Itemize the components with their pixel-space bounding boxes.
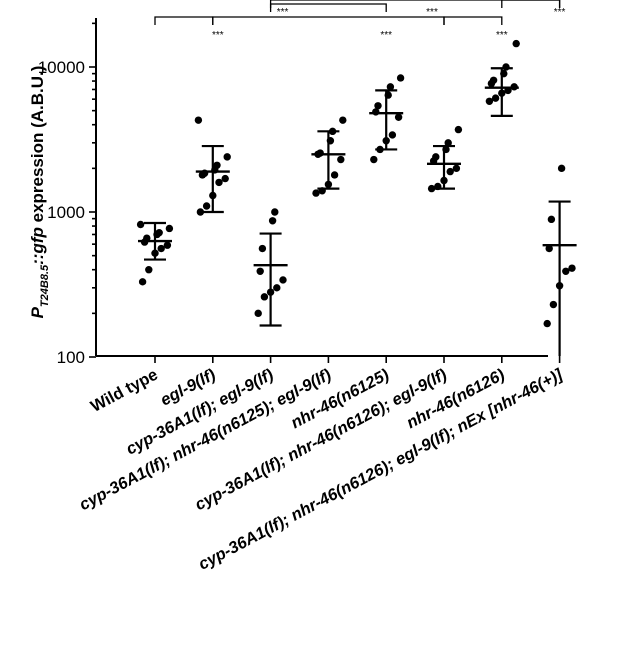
data-point xyxy=(394,113,403,121)
y-tick-label: 10000 xyxy=(38,58,85,77)
data-point xyxy=(386,83,395,91)
data-point xyxy=(268,217,277,225)
data-point xyxy=(512,39,520,48)
data-point xyxy=(489,76,498,84)
significance-label: *** xyxy=(426,7,438,18)
data-point xyxy=(557,164,566,173)
data-point xyxy=(454,125,463,134)
data-point xyxy=(279,276,287,284)
data-point xyxy=(316,149,324,157)
data-point xyxy=(145,266,153,274)
data-point xyxy=(330,171,339,179)
data-point xyxy=(271,208,279,216)
data-point xyxy=(547,215,556,224)
data-point xyxy=(543,319,551,328)
group-4 xyxy=(369,74,405,164)
group-7 xyxy=(542,164,577,356)
data-point xyxy=(196,208,205,216)
data-point xyxy=(446,167,454,176)
y-axis-title: PT24B8.5::gfp expression (A.B.U.) xyxy=(28,66,51,319)
data-point xyxy=(374,102,382,110)
data-point xyxy=(502,63,510,71)
data-point xyxy=(202,202,211,210)
significance-bracket: *** xyxy=(443,16,508,41)
data-point xyxy=(444,139,452,147)
significance-bracket: *** xyxy=(212,16,445,41)
data-point xyxy=(260,293,269,301)
group-0 xyxy=(136,220,174,286)
data-point xyxy=(165,224,174,233)
y-axis-title-gene: ::gfp xyxy=(28,227,47,265)
data-point xyxy=(213,161,221,169)
data-point xyxy=(432,153,440,161)
y-axis-title-suffix: expression (A.B.U.) xyxy=(28,66,47,228)
data-point xyxy=(370,155,378,164)
data-point xyxy=(138,278,147,286)
data-point xyxy=(194,116,203,124)
group-6 xyxy=(484,39,520,118)
data-groups xyxy=(136,39,577,356)
data-point xyxy=(223,153,231,161)
bracket-line xyxy=(443,16,503,25)
data-point xyxy=(427,184,436,193)
significance-bracket: *** xyxy=(269,0,561,18)
significance-label: *** xyxy=(496,30,508,41)
y-axis: 100 1000 10000 xyxy=(38,18,97,367)
bracket-line xyxy=(154,16,214,25)
data-point xyxy=(396,74,405,82)
y-axis-title-text: PT24B8.5::gfp expression (A.B.U.) xyxy=(28,66,51,319)
group-5 xyxy=(427,125,463,193)
data-point xyxy=(155,228,163,237)
significance-label: *** xyxy=(380,30,392,41)
y-axis-title-prefix: P xyxy=(28,306,47,318)
bracket-line xyxy=(501,0,561,8)
data-point xyxy=(215,178,223,187)
x-axis xyxy=(96,355,561,363)
significance-brackets: *** *** *** *** *** *** xyxy=(154,0,566,41)
data-point xyxy=(568,264,576,272)
data-point xyxy=(221,174,229,183)
data-point xyxy=(258,244,267,253)
data-point xyxy=(549,300,558,309)
y-tick-label: 1000 xyxy=(47,203,85,222)
bracket-line xyxy=(212,16,445,25)
group-3 xyxy=(311,116,347,197)
data-point xyxy=(136,220,145,229)
y-tick-label: 100 xyxy=(57,348,85,367)
data-point xyxy=(485,97,494,106)
category-label: Wild type xyxy=(88,366,161,416)
data-point xyxy=(312,189,320,197)
data-point xyxy=(256,267,264,275)
y-axis-title-subscript: T24B8.5 xyxy=(39,264,51,307)
data-point xyxy=(337,155,345,164)
significance-bracket: *** xyxy=(501,0,566,18)
data-point xyxy=(545,244,553,253)
data-point xyxy=(157,244,165,253)
significance-bracket: *** xyxy=(269,3,387,18)
significance-label: *** xyxy=(212,30,224,41)
data-point xyxy=(273,284,281,292)
data-point xyxy=(452,164,461,173)
data-point xyxy=(339,116,347,124)
significance-label: *** xyxy=(277,7,289,18)
significance-label: *** xyxy=(554,7,566,18)
data-point xyxy=(491,94,500,102)
data-point xyxy=(163,241,172,249)
data-point xyxy=(388,131,397,139)
group-1 xyxy=(194,116,231,216)
group-2 xyxy=(253,208,288,327)
data-point xyxy=(562,267,570,275)
data-point xyxy=(254,309,262,318)
